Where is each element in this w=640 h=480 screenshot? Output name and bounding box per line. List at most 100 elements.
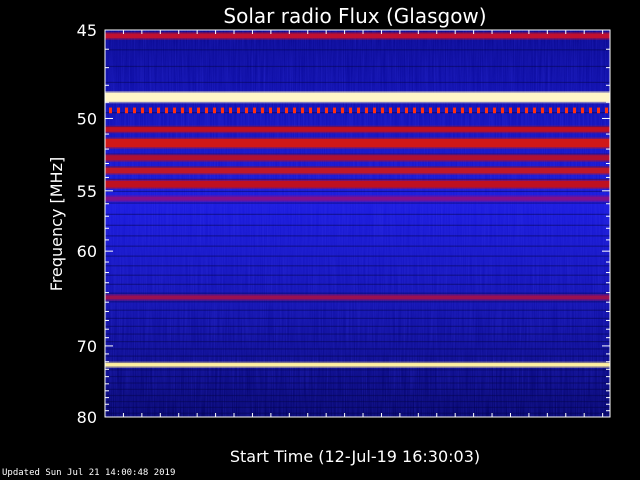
y-tick-label: 60 xyxy=(77,242,97,261)
emission-band-0 xyxy=(105,33,610,39)
emission-band-9 xyxy=(105,295,610,300)
striation-line xyxy=(105,301,610,303)
emission-band-dot xyxy=(253,107,256,114)
emission-band-4 xyxy=(105,139,610,148)
emission-band-dot xyxy=(389,107,392,114)
emission-band-dot xyxy=(485,107,488,114)
chart-title: Solar radio Flux (Glasgow) xyxy=(223,4,486,28)
emission-band-dot xyxy=(237,107,240,114)
striation-line xyxy=(105,274,610,276)
emission-band-dot xyxy=(509,107,512,114)
striation-line xyxy=(105,309,610,311)
striation-line xyxy=(105,126,610,128)
emission-band-dot xyxy=(205,107,208,114)
emission-band-dot xyxy=(557,107,560,114)
y-tick-label: 50 xyxy=(77,109,97,128)
striation-line xyxy=(105,224,610,226)
y-tick-label: 80 xyxy=(77,408,97,427)
emission-band-dot xyxy=(589,107,592,114)
striation-line xyxy=(105,49,610,51)
emission-band-8 xyxy=(105,196,610,201)
striation-line xyxy=(105,178,610,180)
updated-timestamp: Updated Sun Jul 21 14:00:48 2019 xyxy=(2,468,176,478)
emission-band-dot xyxy=(133,107,136,114)
emission-band-dot xyxy=(565,107,568,114)
emission-band-dot xyxy=(413,107,416,114)
emission-band-dot xyxy=(381,107,384,114)
emission-band-dot xyxy=(181,107,184,114)
emission-band-dot xyxy=(213,107,216,114)
emission-band-dot xyxy=(541,107,544,114)
emission-band-dot xyxy=(301,107,304,114)
emission-band-dot xyxy=(109,107,112,114)
striation-line xyxy=(105,166,610,168)
emission-band-dot xyxy=(405,107,408,114)
emission-band-dot xyxy=(437,107,440,114)
striation-line xyxy=(105,325,610,327)
emission-band-3 xyxy=(105,127,610,132)
x-axis-label: Start Time (12-Jul-19 16:30:03) xyxy=(230,447,480,466)
emission-band-6 xyxy=(105,167,610,174)
striation-line xyxy=(105,341,610,343)
emission-band-dot xyxy=(421,107,424,114)
striation-line xyxy=(105,382,610,384)
emission-band-dot xyxy=(269,107,272,114)
emission-band-dot xyxy=(397,107,400,114)
emission-band-10 xyxy=(105,363,610,367)
emission-band-dot xyxy=(125,107,128,114)
striation-line xyxy=(105,317,610,319)
emission-band-dot xyxy=(597,107,600,114)
emission-band-dot xyxy=(461,107,464,114)
emission-band-dot xyxy=(261,107,264,114)
striation-line xyxy=(105,406,610,409)
emission-band-dot xyxy=(469,107,472,114)
emission-band-5 xyxy=(105,155,610,161)
emission-band-dot xyxy=(429,107,432,114)
striation-line xyxy=(105,202,610,204)
emission-band-dot xyxy=(573,107,576,114)
striation-line xyxy=(105,394,610,397)
emission-band-dot xyxy=(501,107,504,114)
striation-line xyxy=(105,81,610,84)
striation-line xyxy=(105,283,610,285)
y-tick-label: 45 xyxy=(77,21,97,40)
emission-band-dot xyxy=(245,107,248,114)
emission-band-7 xyxy=(105,180,610,188)
striation-line xyxy=(105,245,610,247)
emission-band-dot xyxy=(453,107,456,114)
emission-band-dot xyxy=(325,107,328,114)
striation-line xyxy=(105,348,610,350)
striation-line xyxy=(105,235,610,237)
emission-band-dot xyxy=(149,107,152,114)
emission-band-dot xyxy=(197,107,200,114)
emission-band-dot xyxy=(373,107,376,114)
y-tick-label: 55 xyxy=(77,182,97,201)
emission-band-dot xyxy=(285,107,288,114)
striation-line xyxy=(105,292,610,294)
emission-band-dot xyxy=(445,107,448,114)
striation-line xyxy=(105,333,610,335)
striation-line xyxy=(105,153,610,155)
emission-band-dot xyxy=(309,107,312,114)
y-axis-label: Frequency [MHz] xyxy=(47,157,66,291)
emission-band-dot xyxy=(333,107,336,114)
striation-line xyxy=(105,369,610,371)
emission-band-dot xyxy=(293,107,296,114)
emission-band-dot xyxy=(173,107,176,114)
striation-line xyxy=(105,265,610,267)
plot-frame xyxy=(104,29,611,418)
emission-band-dot xyxy=(605,107,608,114)
emission-band-dot xyxy=(517,107,520,114)
striation-line xyxy=(105,213,610,215)
emission-band-dot xyxy=(277,107,280,114)
emission-band-dot xyxy=(533,107,536,114)
emission-band-dot xyxy=(477,107,480,114)
emission-band-dot xyxy=(349,107,352,114)
emission-band-dot xyxy=(229,107,232,114)
emission-band-dot xyxy=(581,107,584,114)
emission-band-dot xyxy=(493,107,496,114)
emission-band-dot xyxy=(189,107,192,114)
spectrogram-noise xyxy=(105,30,610,417)
emission-band-dot xyxy=(141,107,144,114)
striation-line xyxy=(105,375,610,378)
